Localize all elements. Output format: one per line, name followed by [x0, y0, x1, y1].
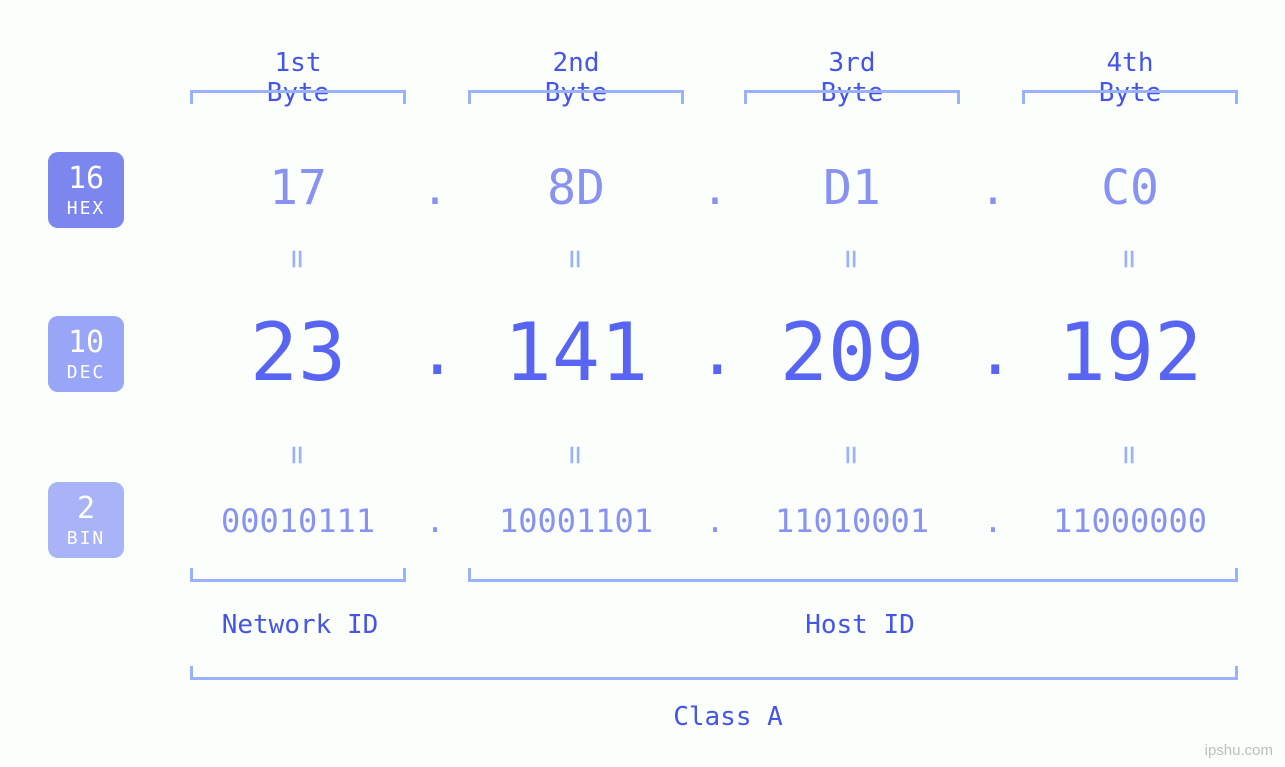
badge-bin: 2 BIN: [48, 482, 124, 558]
top-bracket-1: [190, 90, 406, 104]
class-bracket: [190, 666, 1238, 680]
bin-dot-3: .: [978, 502, 1008, 540]
bin-byte-4: 11000000: [1020, 502, 1240, 540]
host-id-label: Host ID: [780, 610, 940, 640]
hex-byte-2: 8D: [516, 160, 636, 216]
dec-byte-4: 192: [1030, 306, 1230, 399]
network-id-label: Network ID: [220, 610, 380, 640]
class-label: Class A: [648, 702, 808, 732]
bin-dot-1: .: [420, 502, 450, 540]
dec-dot-3: .: [976, 316, 1006, 390]
hex-byte-3: D1: [792, 160, 912, 216]
equals-u-4: =: [1111, 239, 1149, 279]
equals-l-4: =: [1111, 435, 1149, 475]
dec-dot-1: .: [418, 316, 448, 390]
badge-dec-num: 10: [68, 328, 104, 358]
badge-dec: 10 DEC: [48, 316, 124, 392]
hex-dot-2: .: [700, 164, 730, 215]
bin-dot-2: .: [700, 502, 730, 540]
badge-dec-label: DEC: [67, 364, 106, 382]
badge-hex: 16 HEX: [48, 152, 124, 228]
badge-bin-label: BIN: [67, 530, 106, 548]
bin-byte-3: 11010001: [742, 502, 962, 540]
network-id-bracket: [190, 568, 406, 582]
equals-l-1: =: [279, 435, 317, 475]
badge-hex-label: HEX: [67, 200, 106, 218]
equals-u-2: =: [557, 239, 595, 279]
top-bracket-3: [744, 90, 960, 104]
hex-dot-3: .: [978, 164, 1008, 215]
dec-byte-2: 141: [476, 306, 676, 399]
dec-dot-2: .: [698, 316, 728, 390]
equals-l-3: =: [833, 435, 871, 475]
watermark: ipshu.com: [1205, 742, 1273, 759]
equals-u-1: =: [279, 239, 317, 279]
equals-l-2: =: [557, 435, 595, 475]
dec-byte-3: 209: [752, 306, 952, 399]
bin-byte-1: 00010111: [188, 502, 408, 540]
top-bracket-2: [468, 90, 684, 104]
bin-byte-2: 10001101: [466, 502, 686, 540]
host-id-bracket: [468, 568, 1238, 582]
equals-u-3: =: [833, 239, 871, 279]
hex-byte-4: C0: [1070, 160, 1190, 216]
badge-bin-num: 2: [77, 494, 95, 524]
badge-hex-num: 16: [68, 164, 104, 194]
hex-dot-1: .: [420, 164, 450, 215]
dec-byte-1: 23: [198, 306, 398, 399]
ip-diagram: 16 HEX 10 DEC 2 BIN 1st Byte 2nd Byte 3r…: [0, 0, 1285, 767]
hex-byte-1: 17: [238, 160, 358, 216]
top-bracket-4: [1022, 90, 1238, 104]
